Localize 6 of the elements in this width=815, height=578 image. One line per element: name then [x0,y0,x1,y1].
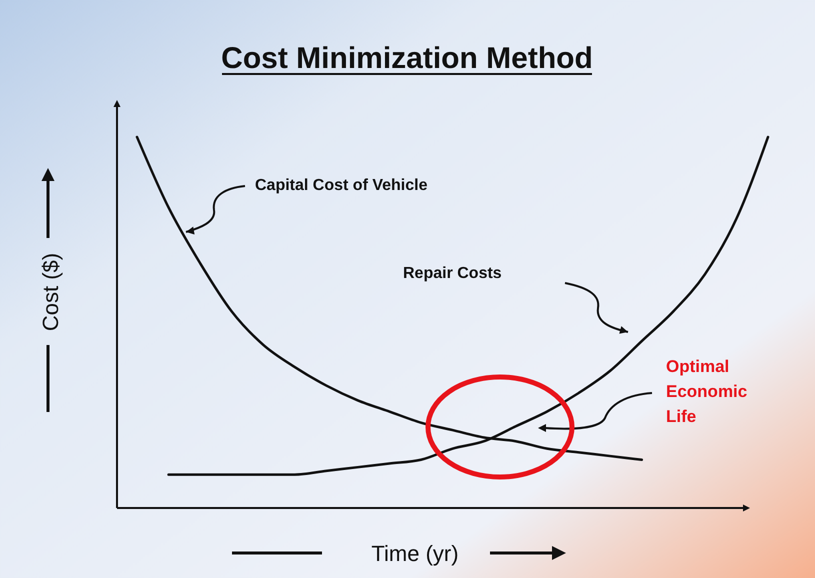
annotation: Optimal Economic Life [666,357,748,426]
y-axis-title: Cost ($) [38,252,63,332]
annotation: Repair Costs [403,265,502,282]
x-axis-title: Time (yr) [371,541,459,566]
chart-title: Cost Minimization Method [221,42,593,75]
annotation: Capital Cost of Vehicle [255,177,428,194]
